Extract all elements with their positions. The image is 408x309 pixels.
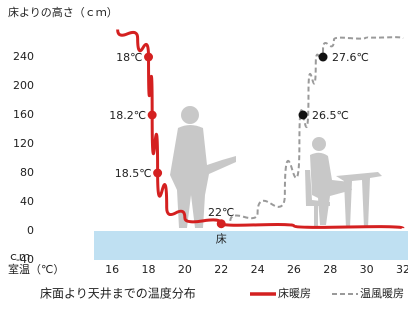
y-tick-label: 80	[20, 166, 34, 179]
floor-label: 床	[216, 232, 227, 246]
x-tick-label: 30	[360, 263, 374, 276]
x-tick-label: 16	[105, 263, 119, 276]
y-tick-label: 0	[27, 224, 34, 237]
point-label: 22℃	[208, 206, 234, 219]
point-label: 26.5℃	[312, 109, 349, 122]
legend-label: 床暖房	[278, 286, 311, 300]
y-tick-label: 200	[13, 79, 34, 92]
point	[319, 53, 328, 62]
x-tick-label: 24	[251, 263, 265, 276]
y-tick-label: 120	[13, 137, 34, 150]
point	[153, 169, 162, 178]
y-tick-label: -40	[16, 253, 34, 266]
x-tick-label: 18	[142, 263, 156, 276]
point	[144, 53, 153, 62]
y-axis-label: 床よりの高さ（ｃｍ）	[8, 5, 118, 19]
floor	[94, 231, 408, 260]
point	[299, 111, 308, 120]
point-label: 18℃	[116, 51, 142, 64]
y-tick-label: 40	[20, 195, 34, 208]
silhouettes	[170, 106, 382, 228]
point	[148, 111, 157, 120]
point	[217, 219, 226, 228]
x-tick-label: 28	[323, 263, 337, 276]
point-label: 27.6℃	[332, 51, 369, 64]
x-tick-label: 32	[396, 263, 408, 276]
y-tick-label: 240	[13, 50, 34, 63]
chart: 床よりの高さ（ｃｍ） ｃｍ 室温（℃） 床面より天井までの温度分布 床-4004…	[0, 0, 408, 305]
chart-title: 床面より天井までの温度分布	[40, 286, 196, 301]
point-label: 18.5℃	[115, 167, 152, 180]
x-tick-label: 26	[287, 263, 301, 276]
point-label: 18.2℃	[109, 109, 146, 122]
x-tick-label: 22	[214, 263, 228, 276]
x-tick-label: 20	[178, 263, 192, 276]
y-tick-label: 160	[13, 108, 34, 121]
legend-label: 温風暖房	[360, 287, 404, 300]
